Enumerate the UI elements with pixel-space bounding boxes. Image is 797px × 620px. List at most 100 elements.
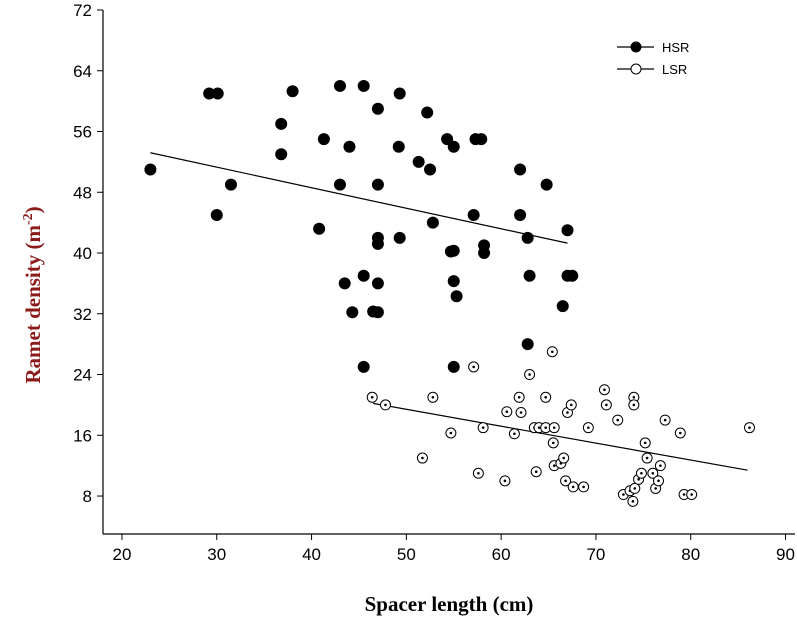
- data-point-lsr: [513, 391, 525, 403]
- data-point-lsr-dot: [562, 456, 566, 460]
- data-point-lsr: [674, 427, 686, 439]
- y-axis-title: Ramet density (m-2): [21, 206, 45, 383]
- data-point-hsr: [475, 133, 488, 146]
- data-point-lsr-dot: [566, 411, 569, 414]
- data-point-hsr: [441, 133, 454, 146]
- data-point-lsr-dot: [632, 403, 636, 407]
- data-point-hsr: [371, 277, 384, 290]
- y-tick-label: 48: [73, 183, 92, 202]
- data-point-hsr: [393, 87, 406, 100]
- data-point-hsr: [447, 360, 460, 373]
- data-point-hsr: [286, 85, 299, 98]
- data-point-lsr-dot: [421, 456, 424, 460]
- data-point-lsr-dot: [503, 479, 507, 483]
- data-point-lsr-dot: [472, 365, 475, 369]
- data-point-lsr: [472, 467, 484, 479]
- legend-marker-hsr: [630, 41, 642, 53]
- data-point-lsr-dot: [481, 426, 485, 429]
- data-point-lsr: [567, 481, 579, 493]
- data-point-hsr: [371, 306, 384, 319]
- data-point-lsr-dot: [534, 470, 538, 474]
- data-point-hsr: [566, 269, 579, 282]
- data-point-lsr: [501, 406, 513, 418]
- data-point-lsr: [578, 481, 590, 493]
- data-point-lsr-dot: [632, 396, 636, 399]
- x-tick-label: 70: [586, 545, 605, 564]
- y-tick-label: 8: [83, 487, 92, 506]
- data-point-lsr-dot: [682, 493, 686, 496]
- x-tick-label: 40: [302, 545, 321, 564]
- x-tick-label: 20: [112, 545, 131, 564]
- data-point-lsr: [743, 422, 755, 434]
- data-point-hsr: [421, 106, 434, 119]
- data-point-hsr: [275, 148, 288, 161]
- data-point-hsr: [371, 102, 384, 115]
- data-point-lsr: [628, 399, 640, 411]
- data-point-lsr: [635, 467, 647, 479]
- data-point-lsr: [499, 475, 511, 487]
- data-point-lsr: [366, 391, 378, 403]
- data-point-hsr: [333, 178, 346, 191]
- legend-label-hsr: HSR: [662, 40, 689, 55]
- data-point-hsr: [447, 140, 460, 153]
- data-point-lsr-dot: [582, 485, 585, 489]
- data-point-lsr-dot: [616, 418, 620, 422]
- data-point-lsr-dot: [528, 373, 531, 376]
- data-point-lsr-dot: [587, 426, 590, 429]
- data-point-hsr: [393, 231, 406, 244]
- y-axis-title-end: ): [21, 206, 45, 213]
- data-point-hsr: [275, 117, 288, 130]
- data-point-lsr-dot: [370, 396, 374, 399]
- data-point-lsr: [686, 489, 698, 501]
- data-point-lsr: [652, 475, 664, 487]
- data-point-lsr-dot: [637, 478, 640, 481]
- data-point-lsr-dot: [551, 350, 554, 354]
- data-point-lsr-dot: [603, 388, 606, 392]
- data-point-hsr: [371, 178, 384, 191]
- x-tick-label: 90: [776, 545, 795, 564]
- data-point-lsr: [468, 361, 480, 373]
- data-point-lsr-dot: [537, 426, 541, 429]
- data-point-lsr: [647, 467, 659, 479]
- y-tick-label: 24: [73, 366, 92, 385]
- data-point-lsr-dot: [659, 464, 662, 467]
- legend-item-lsr: LSR: [617, 62, 687, 77]
- data-point-lsr-dot: [519, 411, 523, 414]
- data-point-hsr: [224, 178, 237, 191]
- data-point-lsr-dot: [657, 479, 660, 483]
- x-axis: 20 30 40 50 60 70 80 90: [112, 534, 795, 564]
- data-point-lsr-dot: [640, 471, 643, 475]
- data-point-lsr-dot: [571, 485, 575, 489]
- legend-marker-lsr: [630, 63, 642, 75]
- data-point-hsr: [521, 231, 534, 244]
- y-tick-label: 32: [73, 305, 92, 324]
- data-point-lsr: [558, 452, 570, 464]
- data-point-hsr: [357, 360, 370, 373]
- data-point-lsr-dot: [477, 471, 480, 475]
- data-point-lsr-dot: [622, 493, 625, 496]
- data-point-lsr: [416, 452, 428, 464]
- data-point-hsr: [210, 209, 223, 222]
- data-point-lsr: [600, 399, 612, 411]
- data-point-lsr: [629, 482, 641, 494]
- data-point-hsr: [333, 79, 346, 92]
- x-tick-label: 60: [492, 545, 511, 564]
- data-point-hsr: [392, 140, 405, 153]
- data-point-hsr: [412, 155, 425, 168]
- data-point-hsr: [357, 79, 370, 92]
- x-axis-title: Spacer length (cm): [365, 592, 534, 616]
- data-point-lsr-dot: [633, 487, 637, 490]
- data-point-lsr: [546, 346, 558, 358]
- data-point-lsr-dot: [564, 479, 567, 483]
- data-point-lsr-dot: [654, 487, 657, 490]
- data-point-lsr: [515, 406, 527, 418]
- legend-label-lsr: LSR: [662, 62, 687, 77]
- data-point-hsr: [521, 338, 534, 351]
- data-point-hsr: [144, 163, 157, 176]
- data-point-lsr: [427, 391, 439, 403]
- data-point-lsr: [379, 399, 391, 411]
- y-tick-label: 16: [73, 426, 92, 445]
- data-point-lsr-dot: [544, 396, 547, 399]
